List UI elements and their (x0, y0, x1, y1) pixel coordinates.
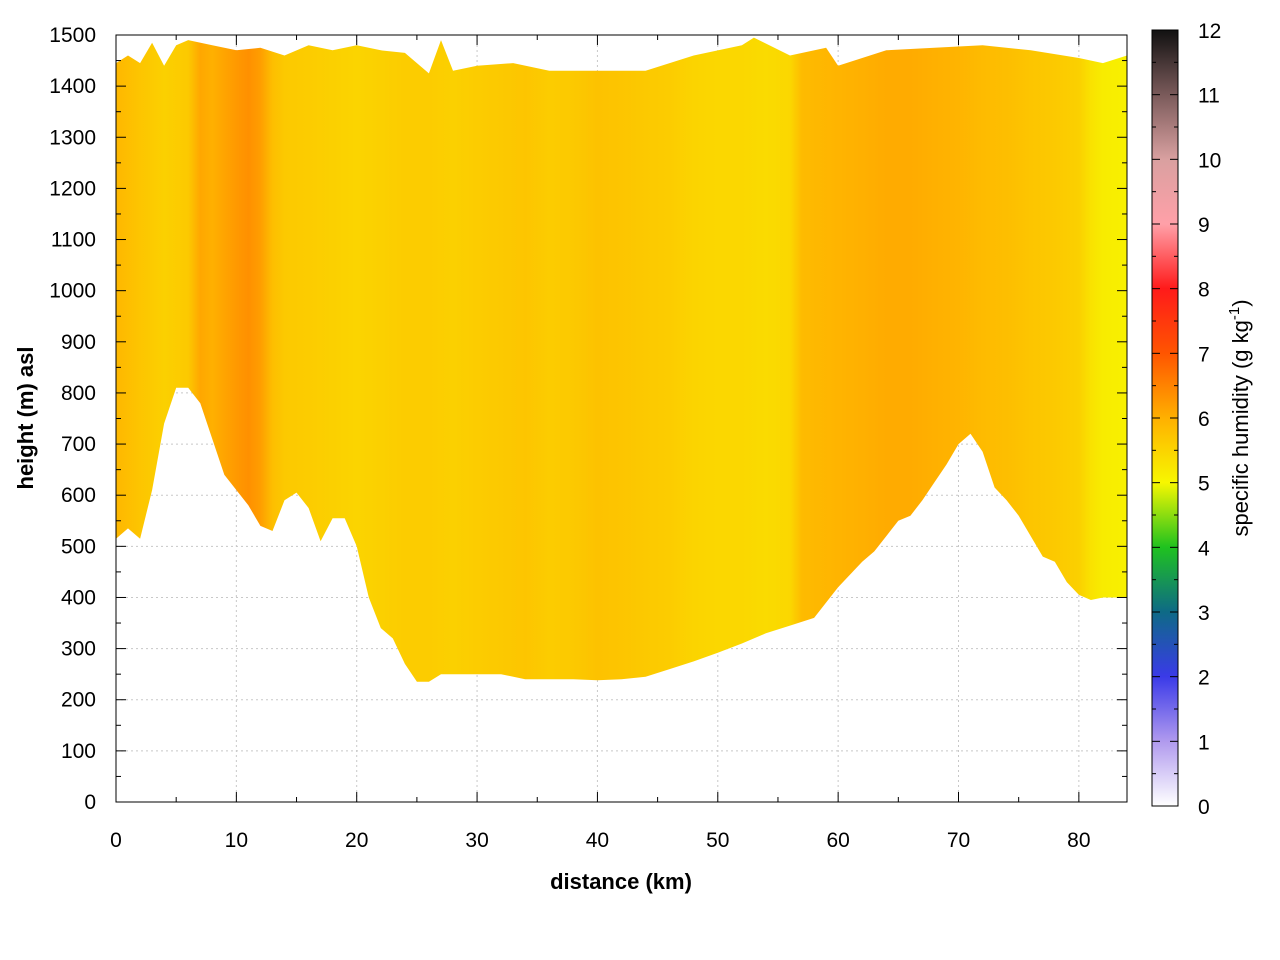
y-tick-label: 0 (84, 791, 96, 814)
y-tick-label: 1000 (49, 280, 96, 303)
y-tick-label: 1400 (49, 75, 96, 98)
y-tick-label: 300 (61, 638, 96, 661)
y-tick-label: 200 (61, 689, 96, 712)
y-axis-ticks: 0 100 200 300 400 500 600 700 800 900 1000 1100 1200… (49, 24, 1127, 814)
colorbar-tick-label: 10 (1198, 149, 1221, 172)
y-tick-label: 500 (61, 535, 96, 558)
x-tick-label: 10 (225, 829, 248, 852)
y-tick-label: 900 (61, 331, 96, 354)
y-tick-label: 1200 (49, 177, 96, 200)
x-tick-label: 80 (1067, 829, 1090, 852)
colorbar-tick-label: 9 (1198, 214, 1210, 237)
colorbar-title: specific humidity (g kg-1) (1226, 299, 1253, 536)
colorbar-tick-label: 3 (1198, 602, 1210, 625)
x-tick-label: 0 (110, 829, 122, 852)
colorbar-tick-label: 1 (1198, 731, 1210, 754)
x-tick-label: 20 (345, 829, 368, 852)
x-tick-label: 50 (706, 829, 729, 852)
y-tick-label: 800 (61, 382, 96, 405)
colorbar-tick-label: 4 (1198, 537, 1210, 560)
colorbar-tick-label: 2 (1198, 667, 1210, 690)
x-tick-label: 70 (947, 829, 970, 852)
x-axis-title: distance (km) (550, 869, 692, 894)
y-tick-label: 1100 (51, 229, 96, 252)
y-tick-label: 1500 (49, 24, 96, 47)
colorbar-title-main: specific humidity (g kg (1228, 320, 1253, 536)
colorbar-tick-label: 5 (1198, 473, 1210, 496)
humidity-field (116, 37, 1127, 682)
x-tick-label: 40 (586, 829, 609, 852)
colorbar-tick-label: 11 (1198, 85, 1220, 108)
x-tick-label: 30 (465, 829, 488, 852)
y-axis-title: height (m) asl (13, 346, 38, 489)
colorbar-tick-label: 6 (1198, 408, 1210, 431)
colorbar-title-close: ) (1228, 299, 1253, 306)
x-axis-ticks: 0 10 20 30 40 50 60 70 80 (110, 35, 1091, 852)
y-tick-label: 1300 (49, 126, 96, 149)
y-tick-label: 100 (61, 740, 96, 763)
colorbar-tick-label: 0 (1198, 796, 1210, 819)
x-tick-label: 60 (826, 829, 849, 852)
colorbar-tick-label: 7 (1198, 343, 1210, 366)
colorbar-tick-label: 12 (1198, 20, 1221, 43)
colorbar-tick-label: 8 (1198, 279, 1210, 302)
y-tick-label: 700 (61, 433, 96, 456)
y-tick-label: 400 (61, 586, 96, 609)
y-tick-label: 600 (61, 484, 96, 507)
colorbar-title-superscript: -1 (1226, 307, 1243, 320)
